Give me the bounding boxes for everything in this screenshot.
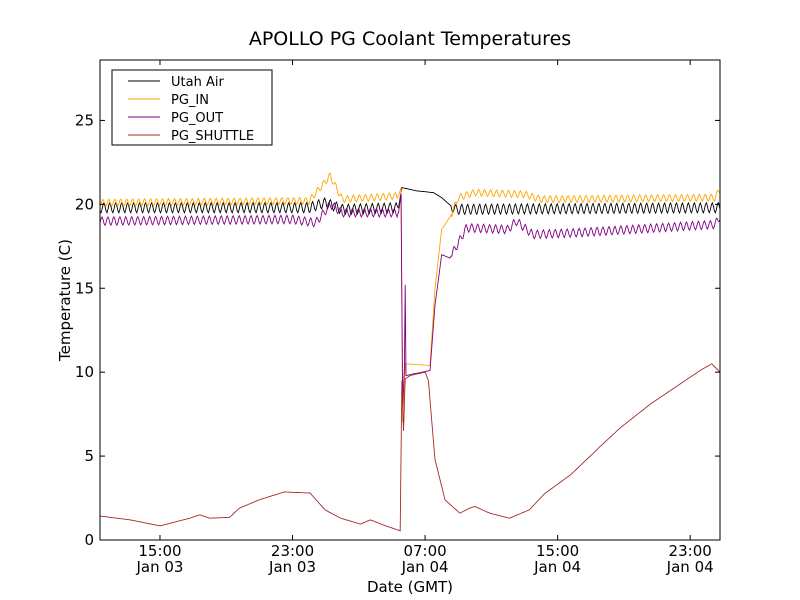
- x-tick-date: Jan 03: [268, 558, 316, 576]
- y-tick-label: 20: [75, 195, 94, 213]
- legend-label: PG_SHUTTLE: [171, 129, 254, 144]
- x-tick-date: Jan 04: [401, 558, 449, 576]
- y-tick-label: 10: [75, 363, 94, 381]
- x-tick-label: 15:00: [536, 542, 579, 560]
- legend-label: PG_IN: [171, 93, 209, 108]
- plot-frame: [99, 59, 721, 541]
- y-tick-label: 0: [84, 531, 94, 549]
- x-axis-label: Date (GMT): [367, 578, 453, 596]
- series-line-utah-air: [99, 187, 721, 216]
- x-tick-date: Jan 04: [533, 558, 581, 576]
- x-tick-date: Jan 03: [135, 558, 183, 576]
- y-axis-label: Temperature (C): [56, 239, 74, 362]
- legend-box: [111, 69, 273, 146]
- series-line-pg-shuttle: [99, 363, 721, 532]
- y-tick-label: 5: [84, 447, 94, 465]
- series-line-pg-out: [99, 194, 721, 406]
- y-tick-label: 15: [75, 279, 94, 297]
- chart-title: APOLLO PG Coolant Temperatures: [249, 28, 571, 50]
- legend: Utah Air PG_IN PG_OUT PG_SHUTTLE: [111, 69, 273, 146]
- legend-label: PG_OUT: [171, 111, 223, 126]
- x-tick-label: 23:00: [271, 542, 314, 560]
- x-tick-label: 15:00: [138, 542, 181, 560]
- series-layer: [99, 172, 721, 532]
- x-tick-label: 07:00: [403, 542, 446, 560]
- y-tick-label: 25: [75, 111, 94, 129]
- x-tick-date: Jan 04: [666, 558, 714, 576]
- x-tick-label: 23:00: [669, 542, 712, 560]
- series-line-pg-in: [99, 172, 721, 423]
- legend-label: Utah Air: [171, 75, 224, 90]
